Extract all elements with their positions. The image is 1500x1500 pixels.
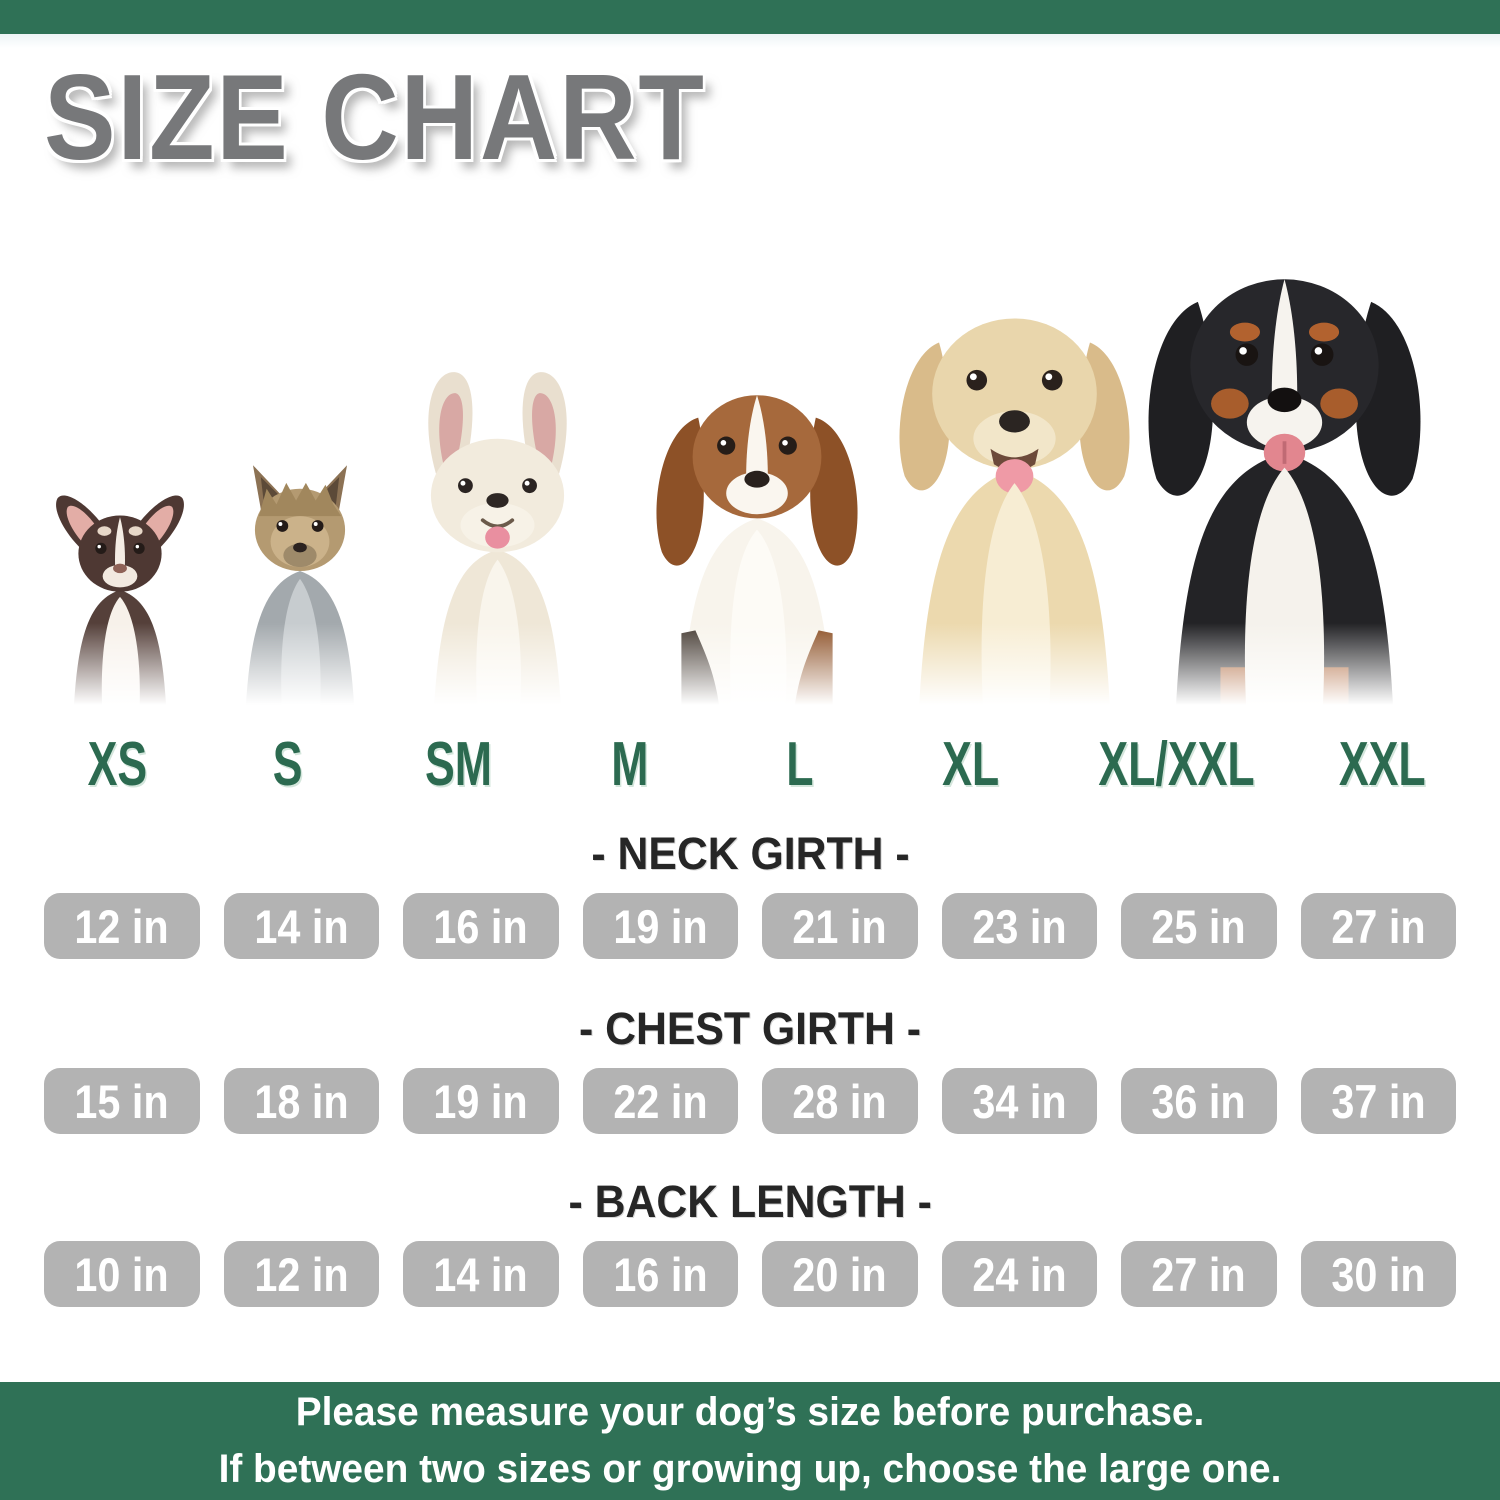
- chest-girth-value-sm: 19 in: [403, 1068, 559, 1134]
- chihuahua-dog-image: [56, 495, 184, 720]
- back-length-value-xs: 10 in: [44, 1241, 200, 1307]
- footer-note-bar: Please measure your dog’s size before pu…: [0, 1382, 1500, 1500]
- yorkshire-terrier-dog-image: [245, 465, 355, 720]
- top-border-bar: [0, 0, 1500, 34]
- neck-girth-value-sm: 16 in: [403, 893, 559, 959]
- back-length-value-xl-xxl: 27 in: [1121, 1241, 1277, 1307]
- chest-girth-value-s: 18 in: [223, 1068, 379, 1134]
- neck-girth-value-xs: 12 in: [44, 893, 200, 959]
- neck-girth-heading: - NECK GIRTH -: [590, 828, 910, 879]
- back-length-value-xxl: 30 in: [1300, 1241, 1456, 1307]
- neck-girth-value-l: 21 in: [762, 893, 918, 959]
- back-length-heading: - BACK LENGTH -: [568, 1176, 932, 1227]
- neck-girth-value-xl-xxl: 25 in: [1121, 893, 1277, 959]
- size-label-s: S: [273, 729, 303, 799]
- neck-girth-value-xl: 23 in: [941, 893, 1097, 959]
- back-length-value-xl: 24 in: [941, 1241, 1097, 1307]
- chest-girth-value-xs: 15 in: [44, 1068, 200, 1134]
- size-label-l: L: [786, 729, 814, 799]
- back-length-value-sm: 14 in: [403, 1241, 559, 1307]
- bernese-mountain-dog-image: [1148, 279, 1421, 720]
- chest-girth-value-xl-xxl: 36 in: [1121, 1068, 1277, 1134]
- dog-lineup: [0, 180, 1500, 728]
- size-label-sm: SM: [425, 729, 493, 799]
- footer-note-line1: Please measure your dog’s size before pu…: [295, 1390, 1205, 1435]
- chest-girth-heading: - CHEST GIRTH -: [578, 1003, 921, 1054]
- footer-note-line2: If between two sizes or growing up, choo…: [218, 1447, 1282, 1491]
- back-length-value-l: 20 in: [762, 1241, 918, 1307]
- neck-girth-value-m: 19 in: [582, 893, 738, 959]
- back-length-value-m: 16 in: [582, 1241, 738, 1307]
- chest-girth-value-xl: 34 in: [941, 1068, 1097, 1134]
- chest-girth-value-m: 22 in: [582, 1068, 738, 1134]
- chest-girth-value-l: 28 in: [762, 1068, 918, 1134]
- size-label-m: M: [610, 729, 649, 799]
- size-label-xl: XL: [942, 729, 1000, 799]
- neck-girth-values: 12 in 14 in 16 in 19 in 21 in 23 in 25 i…: [0, 893, 1500, 959]
- size-label-xxl: XXL: [1339, 729, 1427, 799]
- neck-girth-value-xxl: 27 in: [1300, 893, 1456, 959]
- top-tint: [0, 34, 1500, 48]
- size-label-xs: XS: [87, 729, 148, 799]
- size-label-row: XS S SM M L XL XL/XXL XXL: [0, 728, 1500, 800]
- size-label-xl-xxl: XL/XXL: [1098, 729, 1255, 799]
- back-length-values: 10 in 12 in 14 in 16 in 20 in 24 in 27 i…: [0, 1241, 1500, 1307]
- chest-girth-value-xxl: 37 in: [1300, 1068, 1456, 1134]
- page-title: SIZE CHART: [44, 49, 706, 185]
- french-bulldog-dog-image: [428, 372, 567, 720]
- chest-girth-values: 15 in 18 in 19 in 22 in 28 in 34 in 36 i…: [0, 1068, 1500, 1134]
- neck-girth-value-s: 14 in: [223, 893, 379, 959]
- back-length-value-s: 12 in: [223, 1241, 379, 1307]
